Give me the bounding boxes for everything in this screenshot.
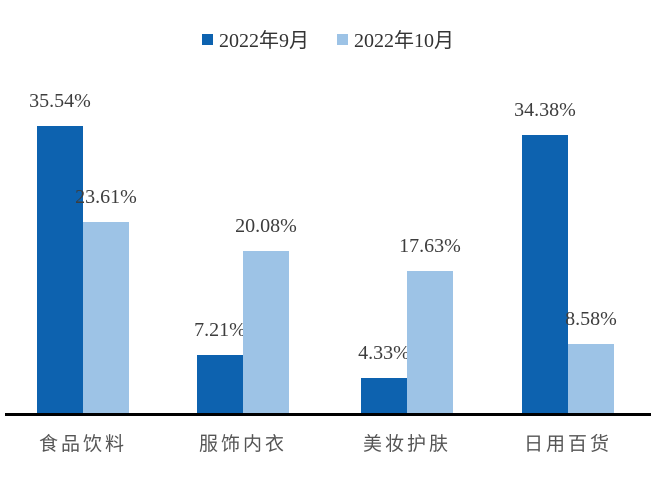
category-label-0: 食品饮料 — [38, 434, 128, 455]
legend-item-sep[interactable]: 2022年9月 — [202, 24, 309, 53]
legend-swatch-sep-icon — [202, 34, 213, 45]
category-label-2: 美妆护肤 — [362, 434, 452, 455]
value-label-oct-0: 23.61% — [75, 186, 137, 208]
legend-item-oct[interactable]: 2022年10月 — [337, 24, 454, 53]
value-label-sep-2: 4.33% — [358, 342, 410, 364]
value-label-oct-1: 20.08% — [235, 215, 297, 237]
bar-sep-0 — [37, 126, 83, 413]
bar-sep-1 — [197, 355, 243, 413]
x-axis-line — [5, 413, 651, 416]
bar-sep-3 — [522, 135, 568, 413]
category-label-1: 服饰内衣 — [198, 434, 288, 455]
bar-sep-2 — [361, 378, 407, 413]
category-label-3: 日用百货 — [523, 434, 613, 455]
value-label-sep-3: 34.38% — [514, 99, 576, 121]
value-label-oct-2: 17.63% — [399, 235, 461, 257]
value-label-oct-3: 8.58% — [565, 308, 617, 330]
legend-label-oct: 2022年10月 — [354, 30, 454, 52]
bar-oct-0 — [83, 222, 129, 413]
legend-swatch-oct-icon — [337, 34, 348, 45]
legend: 2022年9月 2022年10月 — [0, 24, 656, 53]
bar-oct-1 — [243, 251, 289, 413]
bar-oct-2 — [407, 271, 453, 413]
legend-label-sep: 2022年9月 — [219, 30, 309, 52]
value-label-sep-0: 35.54% — [29, 90, 91, 112]
value-label-sep-1: 7.21% — [194, 319, 246, 341]
bar-oct-3 — [568, 344, 614, 413]
